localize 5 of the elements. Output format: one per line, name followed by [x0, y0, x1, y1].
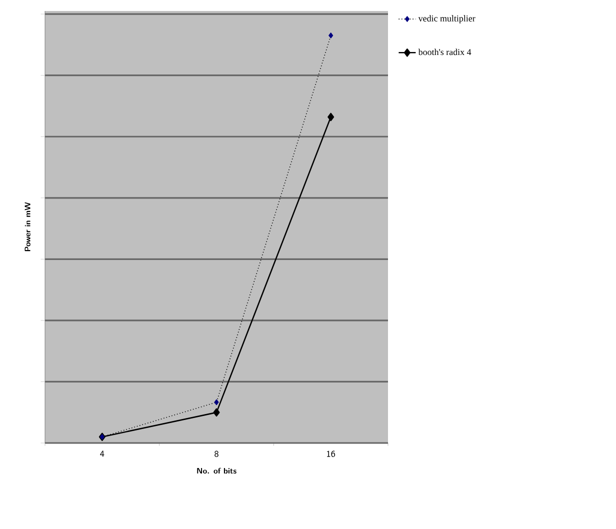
- x-tick-label: 16: [327, 450, 336, 458]
- x-tick-label: 8: [214, 450, 218, 458]
- x-tick-label: 4: [100, 450, 104, 457]
- legend-label: vedic multiplier: [418, 15, 476, 24]
- legend-label: booth's radix 4: [418, 48, 472, 56]
